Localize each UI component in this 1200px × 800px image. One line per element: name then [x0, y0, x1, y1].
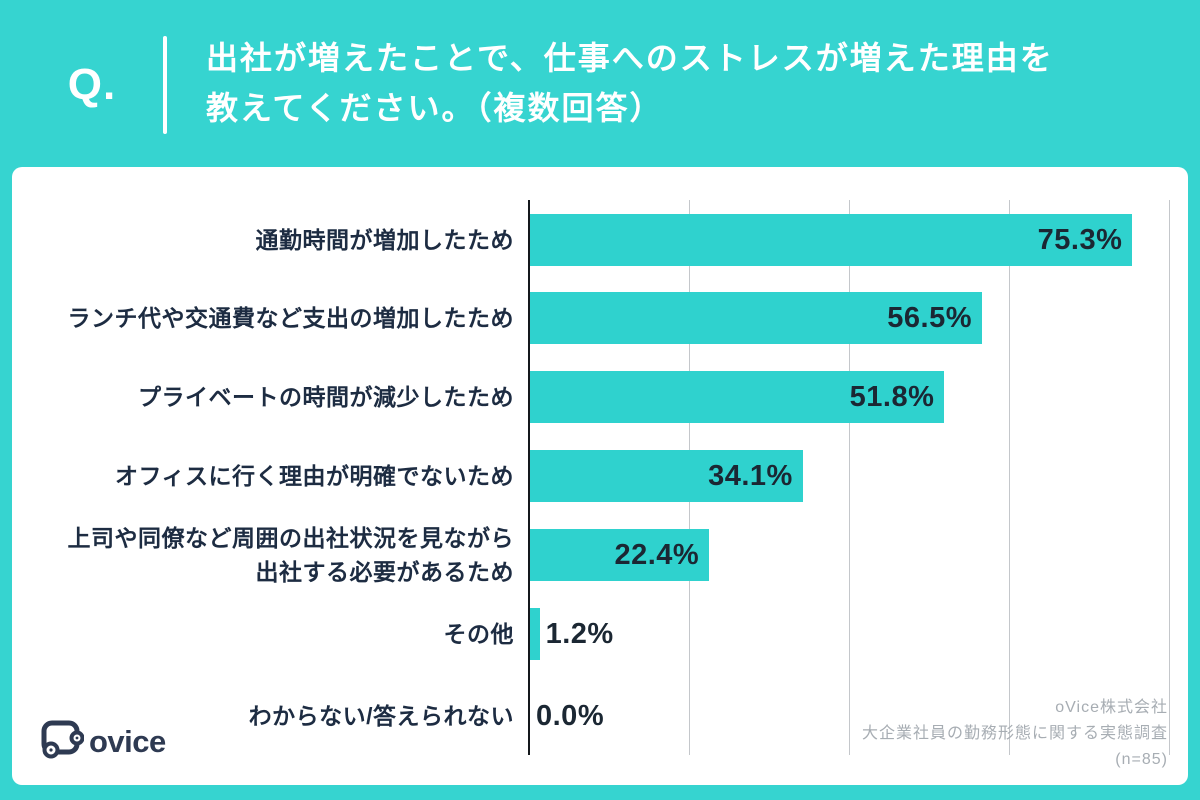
bar-row-label: わからない/答えられない	[248, 702, 514, 729]
bar-value-label: 34.1%	[708, 459, 793, 492]
bar	[530, 214, 1133, 266]
bar-row-label: プライベートの時間が減少したため	[138, 383, 514, 410]
bar-value-label: 0.0%	[536, 699, 605, 732]
bar-row-label: ランチ代や交通費など支出の増加したため	[67, 304, 514, 331]
ovice-logo: ovice	[40, 718, 166, 765]
source-company: oVice株式会社	[1055, 699, 1168, 716]
question-header: Q. 出社が増えたことで、仕事へのストレスが増えた理由を 教えてください。（複数…	[0, 0, 1200, 167]
source-survey-name: 大企業社員の勤務形態に関する実態調査	[861, 725, 1168, 742]
bar-value-label: 1.2%	[545, 617, 614, 650]
bar-row-label: オフィスに行く理由が明確でないため	[114, 462, 514, 489]
bar	[530, 450, 803, 502]
question-title-line2: 教えてください。（複数回答）	[206, 90, 664, 126]
ovice-logo-text: ovice	[89, 723, 166, 759]
question-title-line1: 出社が増えたことで、仕事へのストレスが増えた理由を	[206, 40, 1054, 76]
ovice-logo-icon	[40, 718, 85, 765]
chart-card: 通勤時間が増加したため 75.3% ランチ代や交通費など支出の増加したため 56.5%…	[12, 167, 1188, 785]
header-divider	[163, 36, 167, 134]
question-mark-label: Q.	[67, 60, 117, 109]
question-title: 出社が増えたことで、仕事へのストレスが増えた理由を 教えてください。（複数回答）	[206, 33, 1054, 133]
gridline-60pct	[1008, 200, 1010, 755]
bar-value-label: 56.5%	[887, 301, 972, 334]
bar-row-label: 通勤時間が増加したため	[255, 226, 514, 253]
bar-value-label: 51.8%	[849, 380, 935, 413]
bar-value-label: 75.3%	[1037, 223, 1123, 256]
y-axis-line	[528, 200, 530, 755]
bar-row-label: その他	[443, 620, 514, 647]
gridline-80pct	[1168, 200, 1170, 755]
bar	[530, 371, 945, 423]
source-sample-size: (n=85)	[1115, 751, 1168, 768]
bar	[530, 608, 540, 660]
bar	[530, 529, 710, 581]
bar-value-label: 22.4%	[614, 538, 700, 571]
bar-row-label: 上司や同僚など周囲の出社状況を見ながら 出社する必要があるため	[67, 524, 514, 586]
gridline-40pct	[848, 200, 850, 755]
source-note: oVice株式会社 大企業社員の勤務形態に関する実態調査 (n=85)	[862, 695, 1168, 773]
plot-area: 通勤時間が増加したため 75.3% ランチ代や交通費など支出の増加したため 56.5%…	[12, 200, 1188, 755]
bar	[530, 292, 982, 344]
